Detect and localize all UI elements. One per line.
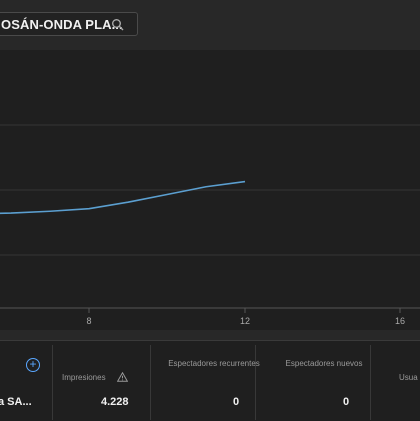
- series-line: [0, 180, 246, 215]
- column-header-new-viewers[interactable]: Espectadores nuevos: [285, 359, 363, 368]
- returning-viewers-value: 0: [233, 396, 240, 408]
- column-header-users[interactable]: Usua: [399, 373, 418, 382]
- column-divider: [370, 345, 371, 420]
- metrics-table: [0, 340, 420, 421]
- column-header-impressions[interactable]: Impresiones: [62, 373, 106, 382]
- column-header-returning-viewers[interactable]: Espectadores recurrentes: [168, 359, 260, 368]
- warning-icon: [117, 372, 128, 382]
- x-tick-label: 12: [239, 316, 251, 326]
- chart-plot: [0, 124, 420, 313]
- add-metric-button[interactable]: +: [26, 358, 40, 372]
- line-chart: [0, 50, 420, 330]
- new-viewers-value: 0: [343, 396, 350, 408]
- x-tick-label: 16: [394, 316, 406, 326]
- toolbar: OSÁN-ONDA PLA...: [0, 0, 420, 50]
- content-selector[interactable]: OSÁN-ONDA PLA...: [0, 12, 138, 36]
- column-divider: [52, 345, 53, 420]
- content-title: OSÁN-ONDA PLA...: [1, 17, 123, 32]
- search-icon[interactable]: [111, 18, 125, 32]
- impressions-value: 4.228: [101, 396, 129, 408]
- x-tick-label: 8: [86, 316, 92, 326]
- column-divider: [255, 345, 256, 420]
- row-label[interactable]: a SA...: [0, 396, 32, 408]
- column-divider: [150, 345, 151, 420]
